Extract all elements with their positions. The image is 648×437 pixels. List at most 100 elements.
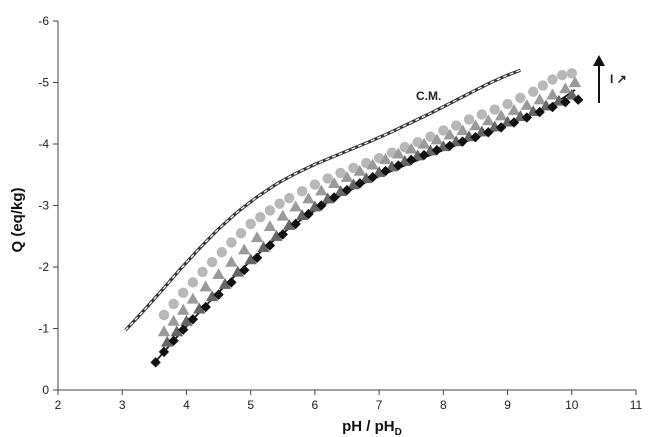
diamond-marker — [495, 122, 507, 133]
y-tick-label: -6 — [38, 14, 49, 28]
diamond-marker — [367, 172, 378, 183]
triangle-marker — [340, 171, 354, 182]
triangle-marker — [308, 200, 322, 212]
triangle-marker — [568, 76, 582, 88]
cm-line-inner — [124, 69, 521, 331]
triangle-marker — [289, 200, 302, 212]
triangle-marker — [327, 177, 341, 189]
circle-marker — [335, 167, 346, 179]
triangle-marker — [565, 88, 578, 100]
triangle-marker — [225, 255, 238, 267]
annotations: C.M. I ↗ — [416, 55, 627, 103]
circle-marker — [566, 68, 577, 79]
circle-marker — [255, 211, 266, 223]
x-tick-label: 9 — [504, 398, 511, 412]
circle-marker — [264, 205, 276, 216]
circle-marker — [556, 69, 568, 81]
triangle-marker — [430, 133, 444, 145]
diamond-marker — [547, 101, 558, 113]
triangle-marker — [321, 192, 334, 204]
x-tick-label: 6 — [312, 398, 319, 412]
triangle-marker — [385, 160, 399, 172]
diamond-marker — [290, 218, 301, 230]
circle-marker — [187, 277, 199, 288]
circle-marker — [537, 80, 549, 91]
x-tick-label: 7 — [376, 398, 383, 412]
triangle-marker — [205, 290, 219, 302]
triangle-marker — [456, 124, 469, 136]
y-tick-label: -1 — [38, 322, 49, 336]
diamond-marker — [573, 94, 584, 105]
circle-marker — [158, 309, 170, 321]
diamond-marker — [277, 229, 288, 240]
circle-marker — [178, 287, 189, 299]
diamond-marker — [560, 96, 571, 108]
triangle-marker — [392, 147, 405, 159]
circle-marker — [322, 173, 333, 184]
triangle-marker — [405, 142, 418, 154]
y-tick-label: -5 — [38, 76, 49, 90]
y-tick-label: -3 — [38, 199, 49, 213]
x-tick-label: 11 — [630, 398, 643, 412]
circle-marker — [197, 266, 208, 278]
diamond-marker — [380, 165, 391, 177]
y-tick-label: 0 — [42, 383, 49, 397]
diamond-marker — [483, 127, 494, 138]
circle-marker — [515, 92, 526, 104]
x-axis-title-main: pH / pH — [342, 418, 395, 435]
x-tick-label: 3 — [119, 398, 126, 412]
diamond-marker — [150, 357, 161, 368]
circle-marker — [284, 192, 295, 204]
triangle-marker — [411, 149, 424, 161]
triangle-marker — [199, 280, 212, 292]
triangle-marker — [334, 185, 347, 197]
triangle-marker — [353, 164, 367, 176]
diamond-marker — [341, 184, 353, 196]
triangle-marker — [263, 220, 277, 232]
circle-marker — [528, 86, 539, 97]
circle-marker — [296, 186, 308, 197]
x-tick-label: 2 — [55, 398, 62, 412]
circle-marker — [489, 104, 500, 115]
diamond-marker — [418, 149, 430, 161]
diamond-marker — [393, 160, 404, 171]
ionic-strength-arrowhead — [593, 55, 605, 66]
triangle-marker — [379, 153, 392, 165]
diamond-marker — [354, 178, 366, 189]
triangle-marker — [533, 93, 546, 105]
axes: 2 3 4 5 6 7 8 9 10 11 0 -1 -2 -3 -4 -5 -6 — [38, 14, 642, 412]
diamond-marker — [431, 144, 443, 156]
x-tick-label: 5 — [247, 398, 254, 412]
diamond-marker — [264, 240, 276, 251]
triangle-marker — [157, 325, 171, 337]
triangle-marker — [270, 230, 283, 241]
triangle-marker — [449, 135, 463, 147]
triangle-marker — [212, 268, 225, 280]
diamond-marker — [508, 117, 520, 128]
triangle-marker — [507, 103, 521, 115]
diamond-marker — [213, 289, 224, 300]
diamond-marker — [187, 314, 199, 325]
diamond-marker — [316, 200, 327, 211]
circle-marker — [245, 218, 256, 230]
circle-marker — [226, 237, 237, 248]
triangle-marker — [177, 303, 190, 315]
circle-marker — [309, 179, 321, 190]
circle-marker — [216, 247, 227, 258]
diamond-marker — [168, 335, 179, 346]
triangle-marker — [302, 192, 315, 204]
triangle-marker — [218, 278, 232, 289]
diamond-marker — [470, 132, 481, 143]
diamond-marker — [444, 140, 455, 152]
triangle-marker — [398, 155, 411, 166]
triangle-marker — [193, 302, 206, 314]
diamond-marker — [200, 301, 211, 313]
y-axis-title: Q (eq/kg) — [9, 187, 26, 252]
triangle-marker — [469, 119, 482, 131]
triangle-marker — [494, 109, 508, 121]
data-markers — [150, 68, 584, 368]
triangle-marker — [276, 209, 289, 221]
x-axis-title-subscript: D — [395, 427, 402, 437]
